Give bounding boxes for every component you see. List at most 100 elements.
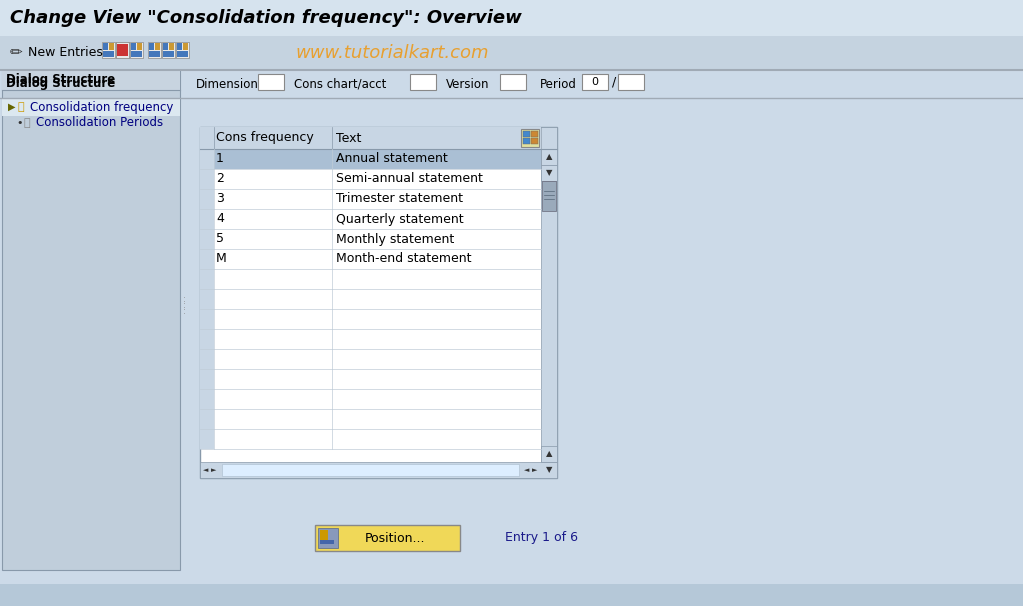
Bar [155,43,160,50]
Bar [523,131,530,137]
Bar [201,189,214,209]
Text: Consolidation Periods: Consolidation Periods [36,116,163,130]
Text: ▼: ▼ [545,168,552,178]
Text: Text: Text [336,132,361,144]
Bar [201,429,214,449]
Bar [201,127,541,149]
Bar [201,269,541,289]
Bar [130,42,143,58]
Bar [117,43,122,50]
Bar [201,289,214,309]
Bar [123,43,128,50]
Text: Annual statement: Annual statement [336,153,448,165]
Bar [523,138,530,144]
Bar [201,409,214,429]
Bar [541,149,557,165]
Bar [201,289,541,309]
Bar [541,446,557,462]
Bar [315,525,460,551]
Bar [201,349,214,369]
Bar [201,369,214,389]
Text: Position...: Position... [365,531,426,545]
Bar [521,129,539,147]
Bar [318,528,338,548]
Bar [201,149,214,169]
Text: :: : [183,302,186,310]
Text: :: : [183,296,186,304]
Text: 🗀: 🗀 [24,118,31,128]
Bar [201,309,541,329]
Bar [201,462,557,478]
Bar [258,74,284,90]
Bar [531,131,538,137]
Bar [201,409,541,429]
Bar [103,43,108,50]
Bar [103,51,114,57]
Text: 1: 1 [216,153,224,165]
Text: Cons frequency: Cons frequency [216,132,314,144]
Bar [117,44,128,56]
Text: www.tutorialkart.com: www.tutorialkart.com [295,44,489,62]
Bar [201,229,541,249]
Text: :: : [183,307,186,316]
Bar [541,127,557,478]
Text: Dialog Structure: Dialog Structure [6,73,116,87]
Bar [201,249,214,269]
Bar [137,43,142,50]
Bar [149,51,160,57]
Text: Change View "Consolidation frequency": Overview: Change View "Consolidation frequency": O… [10,9,522,27]
Bar [582,74,608,90]
Bar [176,42,189,58]
Text: ✏: ✏ [10,45,23,61]
Text: 3: 3 [216,193,224,205]
Bar [201,209,214,229]
Text: ►: ► [532,467,538,473]
Bar [201,329,214,349]
Bar [201,229,214,249]
Bar [149,43,154,50]
Bar [163,51,174,57]
Bar [0,0,1023,36]
Text: ▲: ▲ [545,450,552,459]
Text: Dimension: Dimension [196,78,259,90]
Text: Semi-annual statement: Semi-annual statement [336,173,483,185]
Text: Version: Version [446,78,489,90]
Text: ►: ► [212,467,217,473]
Bar [0,36,1023,70]
Text: 4: 4 [216,213,224,225]
Bar [201,389,541,409]
Bar [500,74,526,90]
Bar [131,43,136,50]
Bar [201,169,541,189]
Bar [116,42,129,58]
Bar [0,584,1023,606]
Text: 0: 0 [591,77,598,87]
Text: ◄: ◄ [525,467,530,473]
Text: Quarterly statement: Quarterly statement [336,213,463,225]
Bar [541,462,557,478]
Bar [131,51,142,57]
Text: ▲: ▲ [545,153,552,162]
Bar [109,43,114,50]
Bar [201,389,214,409]
Bar [201,349,541,369]
Bar [222,464,519,476]
Bar [2,70,180,90]
Text: Cons chart/acct: Cons chart/acct [294,78,387,90]
Text: Entry 1 of 6: Entry 1 of 6 [505,531,578,545]
Bar [201,369,541,389]
Text: ▼: ▼ [545,465,552,474]
Bar [410,74,436,90]
Bar [201,309,214,329]
Text: Consolidation frequency: Consolidation frequency [30,101,173,113]
Text: Trimester statement: Trimester statement [336,193,463,205]
Bar [201,209,541,229]
Bar [116,42,129,58]
Bar [201,169,214,189]
Bar [148,42,161,58]
Text: 5: 5 [216,233,224,245]
Bar [177,43,182,50]
Bar [618,74,644,90]
Bar [201,149,541,169]
Bar [169,43,174,50]
